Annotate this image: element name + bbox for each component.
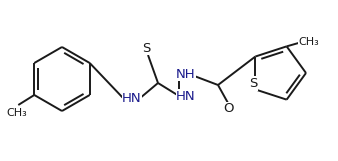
Text: S: S (249, 77, 258, 90)
Text: HN: HN (122, 93, 142, 105)
Text: CH₃: CH₃ (6, 108, 27, 118)
Text: O: O (223, 103, 233, 115)
Text: S: S (142, 42, 150, 55)
Text: HN: HN (176, 90, 196, 103)
Text: NH: NH (176, 67, 196, 80)
Text: CH₃: CH₃ (298, 37, 319, 47)
